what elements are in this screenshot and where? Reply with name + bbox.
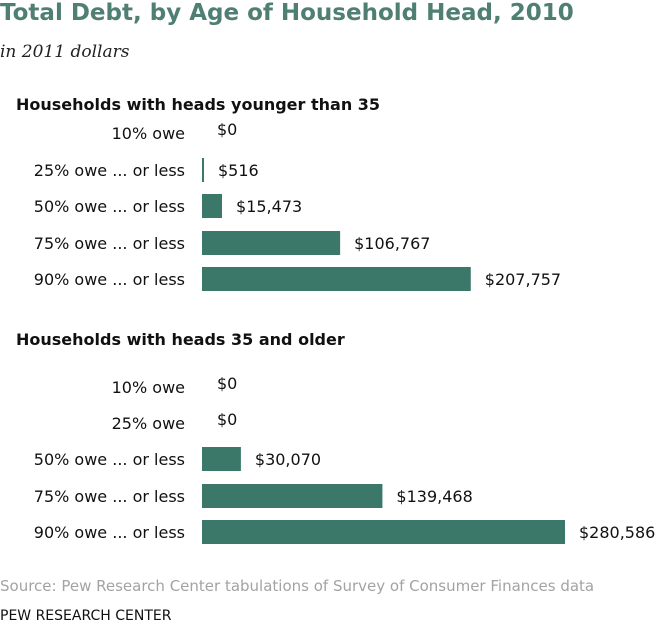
bar [202,158,204,182]
category-label: 50% owe ... or less [34,197,185,216]
data-label: $106,767 [354,234,430,253]
data-label: $15,473 [236,197,302,216]
data-label: $30,070 [255,450,321,469]
category-label: 75% owe ... or less [34,487,185,506]
debt-bar-chart: Households with heads younger than 35 10%… [16,95,655,544]
category-label: 50% owe ... or less [34,450,185,469]
bar [202,447,241,471]
category-label: 25% owe [112,414,185,433]
panel-title: Households with heads younger than 35 [16,95,380,114]
category-label: 90% owe ... or less [34,270,185,289]
bar [202,231,341,255]
panel-title: Households with heads 35 and older [16,330,345,349]
category-label: 10% owe [112,124,185,143]
data-label: $516 [218,161,259,180]
bar [202,194,223,218]
category-label: 25% owe ... or less [34,161,185,180]
data-label: $207,757 [485,270,561,289]
chart-title: Total Debt, by Age of Household Head, 20… [0,0,574,26]
bar [202,267,471,291]
data-label: $0 [217,374,237,393]
category-label: 75% owe ... or less [34,234,185,253]
bar [202,520,565,544]
bar [202,484,383,508]
category-label: 90% owe ... or less [34,523,185,542]
organization-name: PEW RESEARCH CENTER [0,608,172,624]
data-label: $280,586 [579,523,655,542]
category-label: 10% owe [112,378,185,397]
data-label: $139,468 [396,487,472,506]
chart-subtitle: in 2011 dollars [0,42,130,62]
source-note: Source: Pew Research Center tabulations … [0,577,595,595]
data-label: $0 [217,410,237,429]
data-label: $0 [217,120,237,139]
